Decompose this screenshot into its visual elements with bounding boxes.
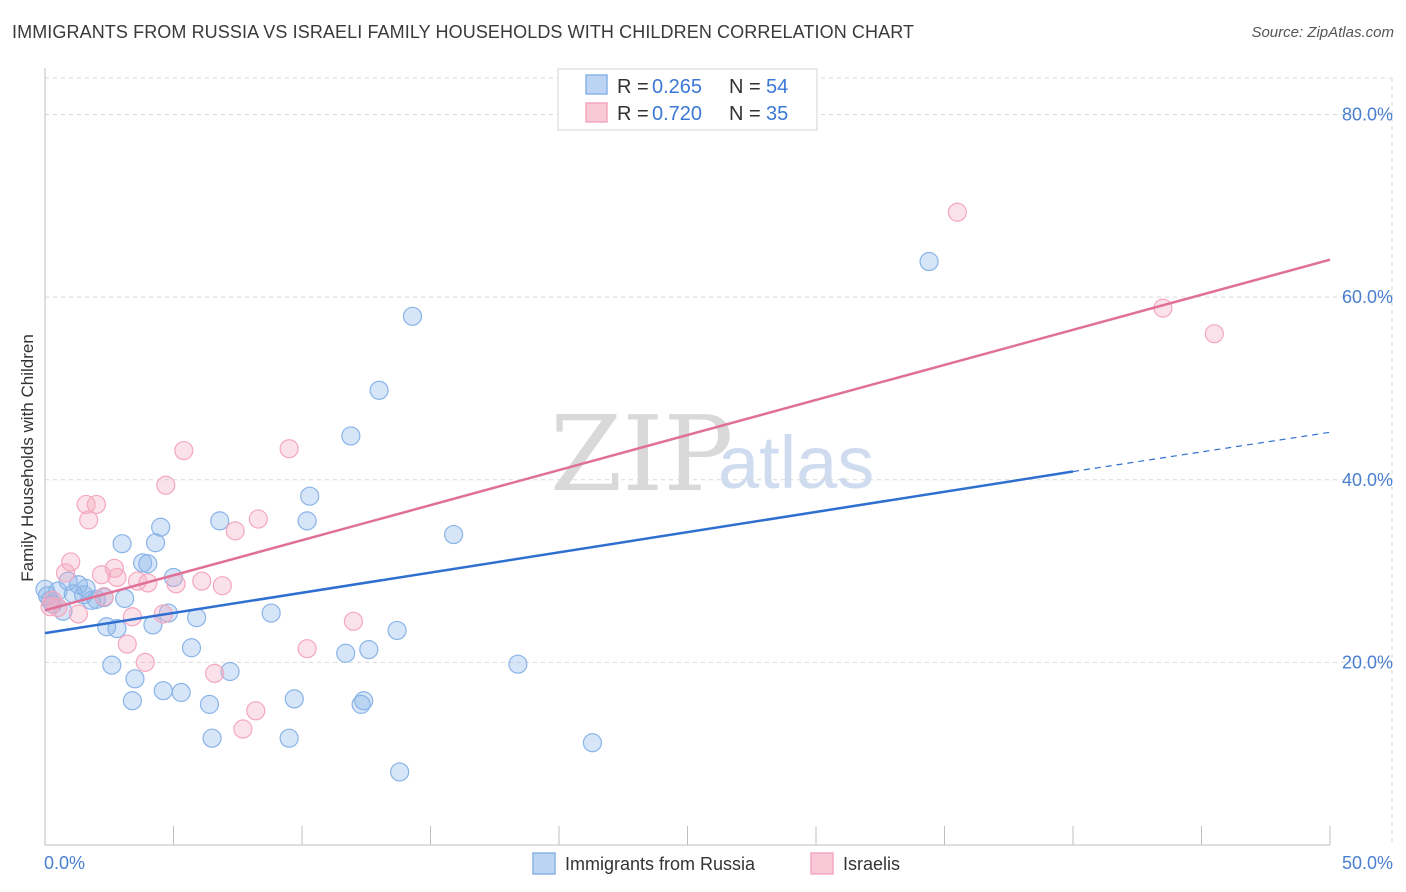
chart-title: IMMIGRANTS FROM RUSSIA VS ISRAELI FAMILY… [12, 22, 915, 42]
point-israelis [192, 571, 212, 591]
x-tick-labels: 0.0% 50.0% [44, 853, 1393, 873]
y-tick-label: 80.0% [1342, 105, 1393, 125]
point-russia [261, 603, 281, 623]
watermark: ZIP atlas [550, 393, 874, 515]
point-israelis [248, 509, 268, 529]
legend-r-value-1: 0.265 [652, 76, 702, 98]
point-russia [122, 691, 142, 711]
trendlines [44, 258, 1331, 635]
point-israelis [947, 202, 967, 222]
point-russia [279, 728, 299, 748]
bottom-legend-swatch-israelis [810, 852, 834, 875]
point-russia [210, 511, 230, 531]
point-russia [35, 579, 55, 599]
point-israelis [343, 611, 363, 631]
y-tick-label: 60.0% [1342, 287, 1393, 307]
y-axis-label: Family Households with Children [18, 334, 37, 582]
point-israelis [297, 639, 317, 659]
point-russia [582, 733, 603, 753]
point-russia [402, 306, 423, 326]
point-israelis [225, 521, 245, 541]
axes [44, 68, 1331, 846]
point-israelis [107, 567, 127, 588]
legend-r-label-1: R = [617, 76, 649, 98]
y-tick-labels: 20.0% 40.0% 60.0% 80.0% [1342, 105, 1393, 673]
point-russia [153, 681, 173, 701]
legend-n-label-1: N = [729, 76, 761, 98]
point-israelis [68, 604, 89, 624]
legend-n-value-1: 54 [766, 76, 788, 98]
bottom-legend-russia-label: Immigrants from Russia [565, 854, 756, 874]
point-russia [115, 588, 135, 609]
point-russia [171, 682, 191, 703]
trendline-russia [44, 470, 1074, 635]
bottom-legend-israelis-label: Israelis [843, 854, 900, 874]
point-israelis [86, 494, 107, 515]
bottom-legend: Immigrants from Russia Israelis [532, 852, 900, 875]
trendline-russia-extension [1072, 431, 1331, 473]
point-russia [125, 669, 145, 689]
watermark-zip: ZIP [550, 393, 733, 515]
point-russia [202, 728, 222, 748]
point-russia [220, 661, 240, 682]
legend-swatch-russia [585, 74, 608, 95]
x-tick-label: 0.0% [44, 853, 85, 873]
legend-r-label-2: R = [617, 103, 649, 125]
y-tick-label: 40.0% [1342, 470, 1393, 490]
point-russia [390, 762, 410, 782]
point-russia [112, 534, 132, 554]
point-israelis [76, 494, 96, 515]
point-russia [508, 654, 528, 674]
point-russia [341, 426, 361, 446]
point-israelis [61, 552, 81, 572]
point-israelis [174, 440, 194, 461]
trendline-israelis [44, 258, 1331, 612]
point-russia [151, 517, 171, 537]
point-russia [297, 511, 317, 531]
point-russia [387, 620, 407, 641]
point-israelis [246, 701, 266, 721]
point-russia [102, 655, 122, 675]
bottom-legend-swatch-russia [532, 852, 556, 875]
point-israelis [117, 634, 137, 654]
point-russia [919, 251, 939, 272]
point-israelis [79, 510, 99, 530]
point-israelis [233, 719, 253, 739]
point-russia [300, 486, 320, 506]
legend-n-value-2: 35 [766, 103, 788, 125]
point-israelis [279, 439, 299, 459]
x-tick-label: 50.0% [1342, 853, 1393, 873]
source-credit: Source: ZipAtlas.com [1251, 24, 1394, 41]
point-israelis [212, 576, 232, 596]
point-russia [284, 689, 304, 709]
legend-r-value-2: 0.720 [652, 103, 702, 125]
point-israelis [1204, 324, 1224, 344]
legend-n-label-2: N = [729, 103, 761, 125]
point-israelis [156, 475, 176, 495]
watermark-atlas: atlas [718, 421, 874, 504]
point-russia [336, 643, 356, 663]
point-israelis [205, 663, 225, 683]
point-russia [138, 554, 158, 574]
point-russia [107, 618, 127, 639]
point-israelis [122, 607, 142, 627]
point-israelis [135, 652, 155, 672]
point-russia [181, 638, 202, 658]
point-russia [199, 694, 220, 714]
point-russia [354, 691, 374, 711]
point-russia [444, 524, 464, 545]
y-tick-label: 20.0% [1342, 652, 1393, 672]
series-russia-points [35, 251, 939, 782]
point-russia [369, 380, 389, 400]
legend-swatch-israelis [585, 102, 608, 123]
point-russia [351, 694, 371, 714]
point-russia [359, 639, 379, 660]
legend-box: R = 0.265 N = 54 R = 0.720 N = 35 [557, 68, 818, 131]
point-israelis [55, 563, 76, 583]
point-russia [145, 533, 166, 553]
